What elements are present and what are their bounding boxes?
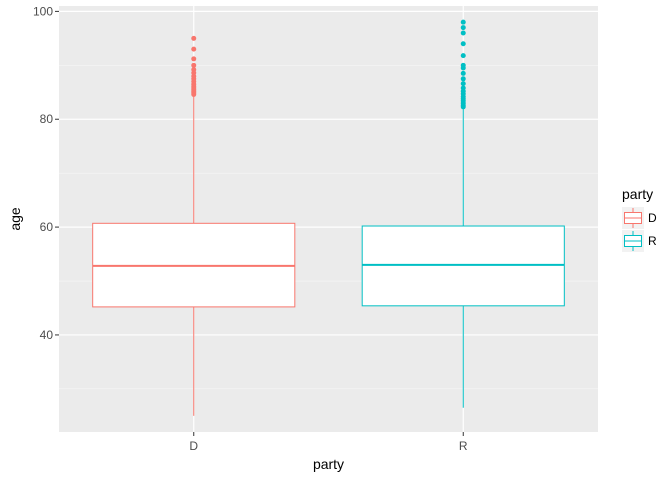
legend-key-R: [622, 230, 644, 252]
outlier-point: [460, 62, 466, 68]
y-axis-title: age: [7, 207, 23, 231]
box-D: [92, 35, 296, 416]
panel-background: [59, 6, 598, 432]
outlier-point: [460, 85, 466, 91]
y-tick-label: 40: [40, 328, 54, 342]
x-axis-title: party: [313, 456, 344, 472]
legend-title: party: [622, 186, 653, 202]
y-tick-label: 60: [40, 220, 54, 234]
iqr-box: [361, 225, 565, 307]
y-tick-label: 100: [33, 4, 53, 18]
legend-label: R: [648, 234, 657, 248]
outlier-point: [460, 25, 466, 31]
legend: party DR: [622, 186, 657, 252]
outlier-point: [460, 76, 466, 82]
outlier-point: [460, 70, 466, 76]
legend-label: D: [648, 211, 657, 225]
outlier-point: [460, 41, 466, 47]
outlier-point: [460, 19, 466, 25]
outlier-point: [460, 30, 466, 36]
x-tick-label: R: [459, 439, 468, 453]
outlier-point: [191, 67, 197, 73]
outlier-point: [191, 62, 197, 68]
outlier-point: [191, 35, 197, 41]
outlier-point: [191, 46, 197, 52]
y-tick-label: 80: [40, 112, 54, 126]
outlier-point: [191, 56, 197, 62]
box-R: [361, 19, 565, 408]
y-axis-ticks: 40 60 80 100: [33, 4, 59, 342]
x-tick-label: D: [189, 439, 198, 453]
boxes: [92, 19, 565, 416]
outlier-point: [460, 81, 466, 87]
outlier-point: [460, 53, 466, 59]
legend-key-D: [622, 207, 644, 229]
